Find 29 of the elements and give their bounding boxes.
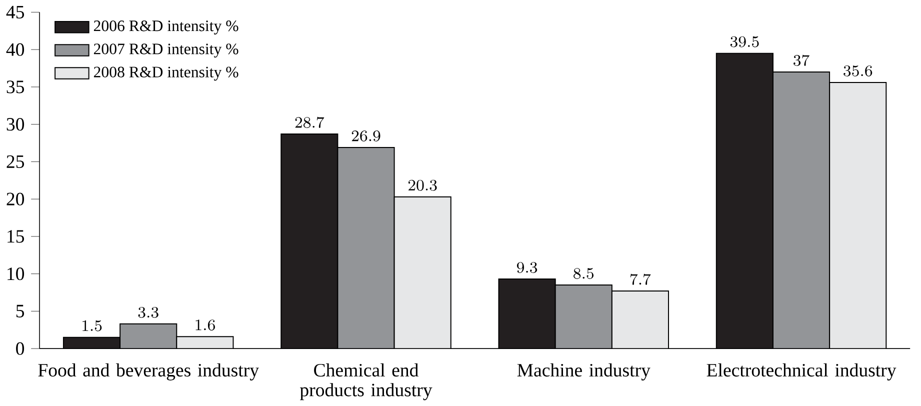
y-tick-label: 10: [8, 267, 24, 280]
y-tick-label: 40: [6, 43, 24, 56]
y-tick-label: 35: [6, 80, 24, 94]
y-tick-label: 0: [16, 342, 24, 355]
y-tick-label: 5: [16, 304, 24, 318]
y-tick-label: 30: [6, 118, 24, 131]
data-label: 1 .5: [82, 320, 102, 332]
data-label: 8.5: [574, 268, 594, 279]
y-tick-label: 20: [6, 192, 24, 206]
legend-label: 2006 R&D intensity %: [94, 20, 238, 34]
data-label: 9.3: [516, 262, 538, 273]
x-tick-label: Chemical end products industry: [300, 363, 432, 400]
x-tick-label: Electrotechnical industry: [706, 363, 896, 380]
data-label: 35.6: [844, 65, 872, 76]
y-tick-label: 15: [8, 230, 24, 243]
legend-label: 2007 R&D intensity %: [94, 44, 238, 58]
data-label: 7.7: [630, 274, 651, 285]
y-tick-label: 25: [6, 155, 24, 168]
x-tick-label: Machine industry: [517, 363, 650, 380]
y-tick-label: 45: [6, 6, 24, 18]
data-label: 37: [794, 54, 810, 66]
data-label: 39.5: [730, 36, 759, 48]
data-label: 1 .6: [196, 320, 215, 330]
data-label: 3.3: [138, 306, 158, 318]
data-label: 28.7: [295, 116, 324, 128]
data-label: 26.9: [352, 130, 380, 142]
legend-label: 2008 R&D intensity %: [94, 66, 238, 81]
x-tick-label: Food and beverages industry: [38, 363, 259, 380]
data-label: 20.3: [408, 180, 437, 191]
